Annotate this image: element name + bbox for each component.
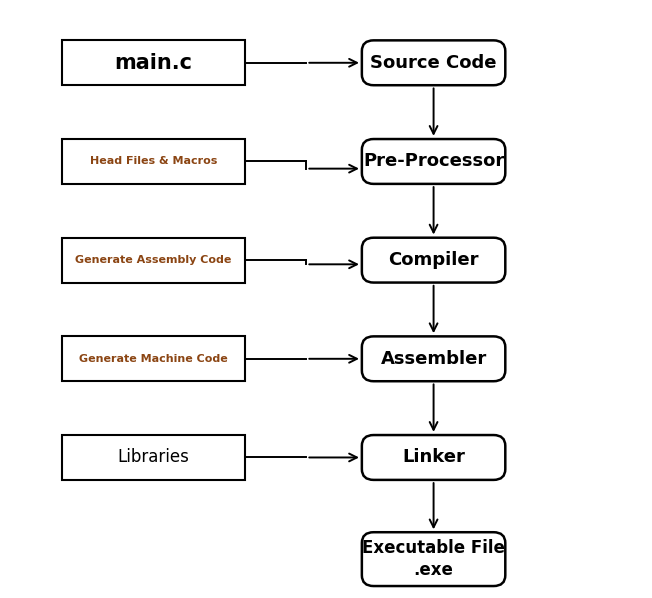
Bar [62,435,245,480]
Text: Source Code: Source Code [370,54,497,72]
FancyBboxPatch shape [362,336,505,382]
FancyBboxPatch shape [362,139,505,184]
Text: Pre-Processor: Pre-Processor [363,152,504,170]
FancyBboxPatch shape [362,41,505,86]
Text: Executable File
.exe: Executable File .exe [362,539,505,579]
Bar [62,336,245,382]
Text: main.c: main.c [114,53,192,73]
Text: Compiler: Compiler [389,251,479,269]
Text: Libraries: Libraries [117,448,189,466]
Bar [62,41,245,86]
Text: Generate Machine Code: Generate Machine Code [79,354,228,364]
Text: Assembler: Assembler [381,350,486,368]
FancyBboxPatch shape [362,238,505,283]
Bar [62,238,245,283]
Bar [62,139,245,184]
FancyBboxPatch shape [362,435,505,480]
Text: Head Files & Macros: Head Files & Macros [89,157,217,166]
Text: Linker: Linker [402,448,465,466]
Text: Generate Assembly Code: Generate Assembly Code [75,255,231,265]
FancyBboxPatch shape [362,532,505,586]
